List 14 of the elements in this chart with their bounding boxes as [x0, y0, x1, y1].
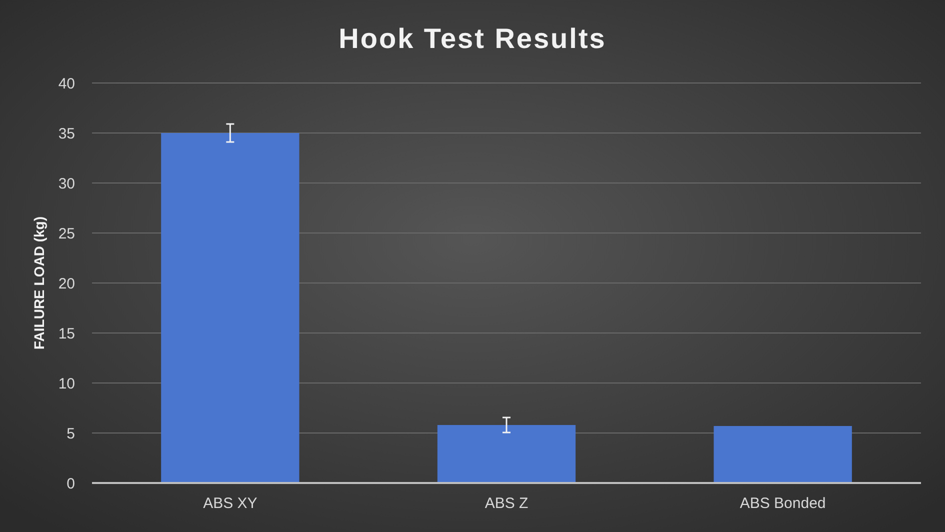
y-tick-label: 30 [58, 175, 75, 192]
y-tick-label: 5 [66, 425, 75, 442]
y-tick-label: 15 [58, 325, 75, 342]
x-tick-label: ABS XY [203, 495, 258, 512]
x-tick-label: ABS Bonded [740, 495, 826, 512]
y-tick-label: 10 [58, 375, 75, 392]
x-tick-label: ABS Z [484, 495, 528, 512]
y-tick-label: 25 [58, 225, 75, 242]
y-tick-label: 20 [58, 275, 75, 292]
y-axis-title: FAILURE LOAD (kg) [31, 216, 47, 350]
y-tick-label: 40 [58, 75, 75, 92]
y-tick-label: 35 [58, 125, 75, 142]
y-tick-label: 0 [66, 475, 75, 492]
chart-title: Hook Test Results [338, 23, 606, 54]
